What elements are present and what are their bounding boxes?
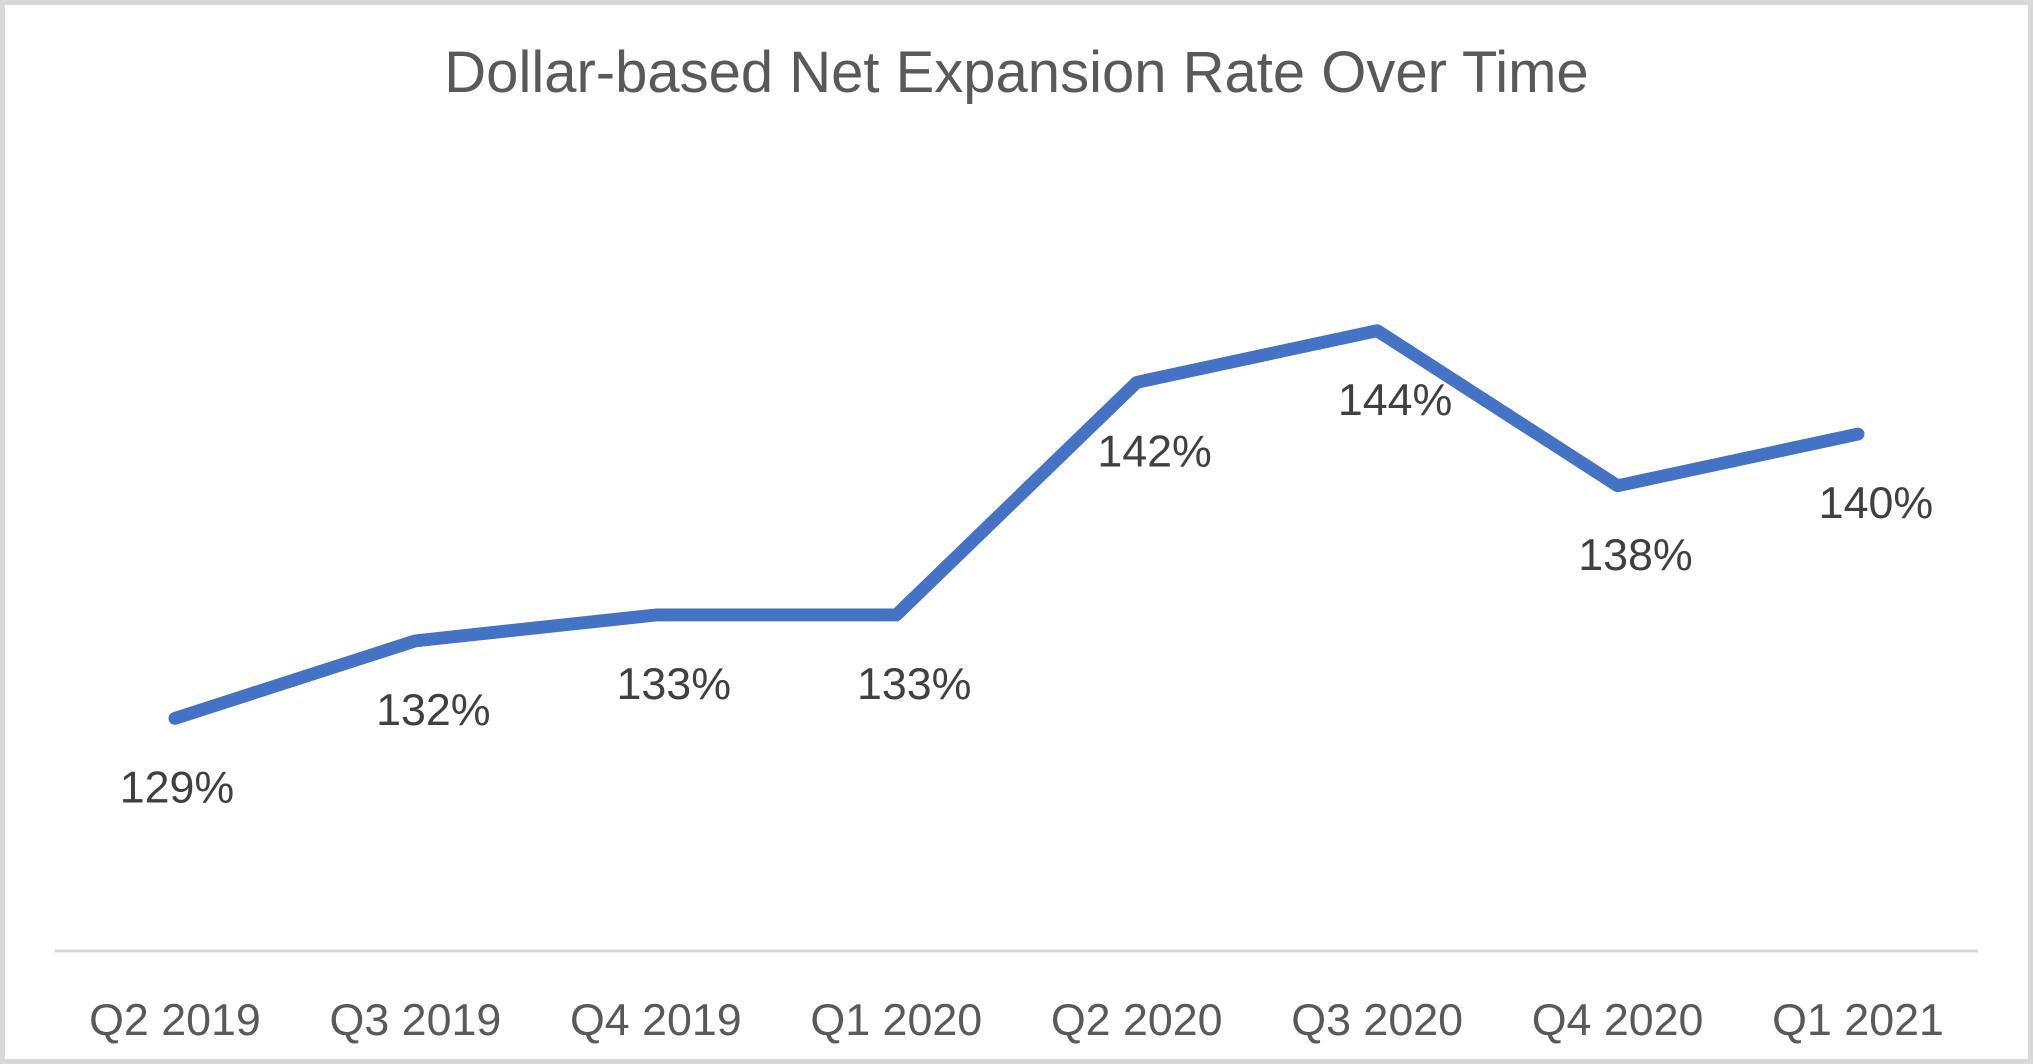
x-axis-tick-label: Q1 2020 bbox=[810, 996, 982, 1045]
x-axis-tick-label: Q2 2019 bbox=[89, 996, 261, 1045]
data-label: 133% bbox=[617, 660, 731, 709]
data-label: 132% bbox=[376, 686, 490, 735]
data-label-layer: 129% 132% 133% 133% 142% 144% 138% 140% bbox=[120, 376, 1933, 813]
data-label: 138% bbox=[1578, 531, 1692, 580]
series-line bbox=[168, 324, 1865, 725]
data-label: 140% bbox=[1819, 479, 1933, 528]
line-chart-canvas: 129% 132% 133% 133% 142% 144% 138% 140% Q2 2019… bbox=[54, 324, 1979, 1045]
x-axis-tick-label: Q3 2020 bbox=[1291, 996, 1463, 1045]
x-axis-tick-label: Q1 2021 bbox=[1772, 996, 1944, 1045]
chart-title: Dollar-based Net Expansion Rate Over Tim… bbox=[444, 40, 1589, 105]
x-axis-tick-label: Q4 2019 bbox=[570, 996, 742, 1045]
x-axis-tick-layer: Q2 2019 Q3 2019 Q4 2019 Q1 2020 Q2 2020 Q3 20… bbox=[89, 996, 1944, 1045]
data-label: 133% bbox=[857, 660, 971, 709]
x-axis-tick-label: Q2 2020 bbox=[1051, 996, 1223, 1045]
data-label: 144% bbox=[1338, 376, 1452, 425]
x-axis-tick-label: Q3 2019 bbox=[330, 996, 502, 1045]
x-axis-tick-label: Q4 2020 bbox=[1532, 996, 1704, 1045]
series-layer bbox=[168, 324, 1865, 725]
data-label: 142% bbox=[1097, 428, 1211, 477]
data-label: 129% bbox=[120, 764, 234, 813]
